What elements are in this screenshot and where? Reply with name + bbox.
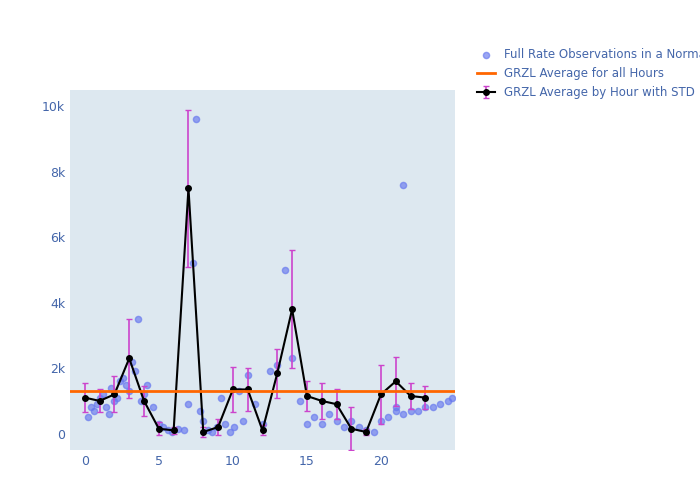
Full Rate Observations in a Normal Point — [91, 400, 102, 408]
Full Rate Observations in a Normal Point — [301, 420, 312, 428]
Full Rate Observations in a Normal Point — [158, 423, 169, 431]
Full Rate Observations in a Normal Point — [132, 315, 144, 323]
Full Rate Observations in a Normal Point — [197, 416, 209, 424]
Full Rate Observations in a Normal Point — [412, 406, 423, 414]
Full Rate Observations in a Normal Point — [130, 368, 141, 376]
Full Rate Observations in a Normal Point — [316, 420, 328, 428]
Full Rate Observations in a Normal Point — [265, 368, 276, 376]
Full Rate Observations in a Normal Point — [447, 394, 458, 402]
Legend: Full Rate Observations in a Normal Point, GRZL Average for all Hours, GRZL Avera: Full Rate Observations in a Normal Point… — [475, 46, 700, 102]
Full Rate Observations in a Normal Point — [405, 406, 416, 414]
Full Rate Observations in a Normal Point — [249, 400, 260, 408]
Full Rate Observations in a Normal Point — [124, 387, 135, 395]
Full Rate Observations in a Normal Point — [294, 397, 305, 405]
Full Rate Observations in a Normal Point — [216, 394, 227, 402]
Full Rate Observations in a Normal Point — [237, 416, 249, 424]
Full Rate Observations in a Normal Point — [82, 414, 93, 422]
Full Rate Observations in a Normal Point — [211, 423, 222, 431]
Full Rate Observations in a Normal Point — [309, 414, 320, 422]
Full Rate Observations in a Normal Point — [272, 361, 283, 369]
Full Rate Observations in a Normal Point — [383, 414, 394, 422]
Full Rate Observations in a Normal Point — [360, 426, 372, 434]
Full Rate Observations in a Normal Point — [118, 374, 129, 382]
Full Rate Observations in a Normal Point — [183, 400, 194, 408]
Full Rate Observations in a Normal Point — [141, 380, 153, 388]
Full Rate Observations in a Normal Point — [220, 420, 231, 428]
Full Rate Observations in a Normal Point — [257, 420, 268, 428]
Full Rate Observations in a Normal Point — [162, 426, 174, 434]
Full Rate Observations in a Normal Point — [88, 406, 99, 414]
Full Rate Observations in a Normal Point — [323, 410, 335, 418]
Full Rate Observations in a Normal Point — [127, 358, 138, 366]
Full Rate Observations in a Normal Point — [346, 416, 357, 424]
Full Rate Observations in a Normal Point — [172, 424, 183, 432]
Full Rate Observations in a Normal Point — [224, 428, 235, 436]
Full Rate Observations in a Normal Point — [375, 416, 386, 424]
Full Rate Observations in a Normal Point — [100, 404, 111, 411]
Full Rate Observations in a Normal Point — [398, 181, 409, 189]
Full Rate Observations in a Normal Point — [390, 404, 401, 411]
Full Rate Observations in a Normal Point — [153, 420, 164, 428]
Full Rate Observations in a Normal Point — [178, 426, 190, 434]
Full Rate Observations in a Normal Point — [112, 394, 123, 402]
Full Rate Observations in a Normal Point — [331, 416, 342, 424]
Full Rate Observations in a Normal Point — [147, 404, 158, 411]
Full Rate Observations in a Normal Point — [233, 387, 244, 395]
Full Rate Observations in a Normal Point — [190, 116, 202, 124]
Full Rate Observations in a Normal Point — [85, 404, 97, 411]
Full Rate Observations in a Normal Point — [106, 384, 117, 392]
Full Rate Observations in a Normal Point — [139, 390, 150, 398]
Full Rate Observations in a Normal Point — [368, 428, 379, 436]
Full Rate Observations in a Normal Point — [103, 410, 114, 418]
Full Rate Observations in a Normal Point — [353, 423, 364, 431]
Full Rate Observations in a Normal Point — [286, 354, 297, 362]
Full Rate Observations in a Normal Point — [338, 423, 349, 431]
GRZL Average for all Hours — [95, 388, 104, 394]
Full Rate Observations in a Normal Point — [202, 426, 214, 434]
Full Rate Observations in a Normal Point — [115, 378, 126, 386]
Full Rate Observations in a Normal Point — [242, 370, 253, 378]
Full Rate Observations in a Normal Point — [97, 390, 108, 398]
Full Rate Observations in a Normal Point — [108, 397, 120, 405]
Full Rate Observations in a Normal Point — [195, 406, 206, 414]
Full Rate Observations in a Normal Point — [390, 406, 401, 414]
Full Rate Observations in a Normal Point — [188, 260, 199, 268]
Full Rate Observations in a Normal Point — [442, 397, 453, 405]
Full Rate Observations in a Normal Point — [94, 394, 105, 402]
Full Rate Observations in a Normal Point — [420, 404, 431, 411]
Full Rate Observations in a Normal Point — [398, 410, 409, 418]
Full Rate Observations in a Normal Point — [229, 423, 240, 431]
Full Rate Observations in a Normal Point — [206, 428, 218, 436]
Full Rate Observations in a Normal Point — [167, 428, 178, 436]
Full Rate Observations in a Normal Point — [136, 397, 147, 405]
Full Rate Observations in a Normal Point — [120, 380, 132, 388]
GRZL Average for all Hours — [80, 388, 89, 394]
Full Rate Observations in a Normal Point — [435, 400, 446, 408]
Full Rate Observations in a Normal Point — [279, 266, 290, 274]
Full Rate Observations in a Normal Point — [427, 404, 438, 411]
